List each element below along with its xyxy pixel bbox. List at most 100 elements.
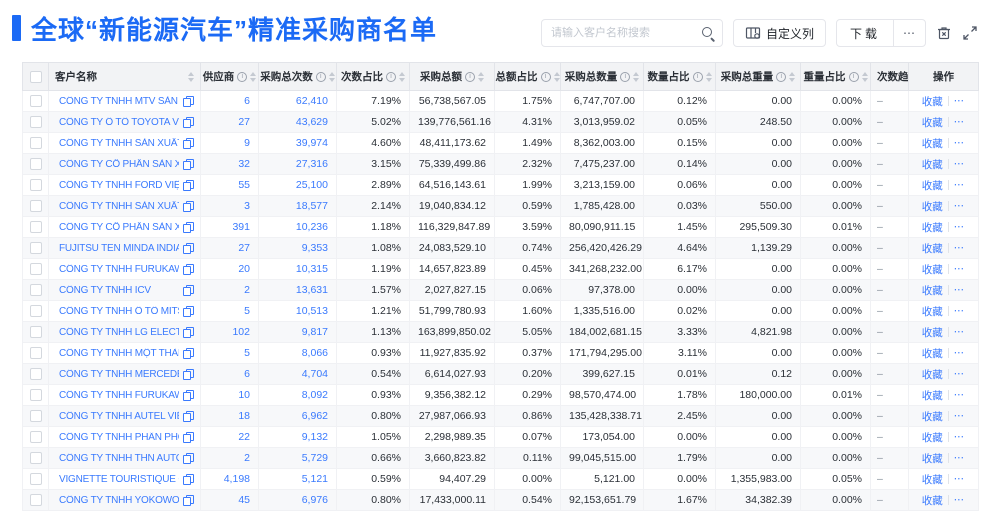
copy-icon[interactable]: [183, 389, 194, 401]
favorite-link[interactable]: 收藏: [921, 347, 943, 360]
info-icon[interactable]: [620, 71, 631, 82]
favorite-link[interactable]: 收藏: [921, 284, 943, 297]
row-more-link[interactable]: ⋯: [953, 473, 966, 485]
column-header-weight-pct[interactable]: 重量占比: [800, 62, 871, 91]
download-button[interactable]: 下载: [849, 26, 880, 41]
copy-icon[interactable]: [183, 179, 194, 191]
download-more-button[interactable]: ⋯: [903, 26, 916, 40]
customer-name-link[interactable]: CÔNG TY TNHH MTV SẢN XUẤ...: [59, 95, 179, 107]
row-more-link[interactable]: ⋯: [953, 263, 966, 275]
customer-name-link[interactable]: CÔNG TY TNHH MERCEDES-B...: [59, 368, 179, 380]
copy-icon[interactable]: [183, 200, 194, 212]
sort-carets-icon[interactable]: [861, 71, 868, 82]
row-more-link[interactable]: ⋯: [953, 221, 966, 233]
column-header-quantity-pct[interactable]: 数量占比: [643, 62, 716, 91]
copy-icon[interactable]: [183, 368, 194, 380]
expand-icon[interactable]: [962, 25, 978, 41]
info-icon[interactable]: [315, 71, 326, 82]
customer-name-link[interactable]: CÔNG TY TNHH YOKOWO VIỆT...: [59, 494, 179, 506]
customer-name-link[interactable]: CÔNG TY TNHH Ô TÔ MITSUBI...: [59, 305, 179, 317]
copy-icon[interactable]: [183, 263, 194, 275]
info-icon[interactable]: [776, 71, 787, 82]
sort-carets-icon[interactable]: [633, 71, 640, 82]
info-icon[interactable]: [540, 71, 551, 82]
copy-icon[interactable]: [183, 284, 194, 296]
row-checkbox[interactable]: [29, 452, 42, 465]
customer-name-link[interactable]: VIGNETTE TOURISTIQUE G UNI...: [59, 473, 179, 485]
favorite-link[interactable]: 收藏: [921, 137, 943, 150]
row-checkbox[interactable]: [29, 431, 42, 444]
customize-columns-button[interactable]: 自定义列: [732, 19, 826, 47]
favorite-link[interactable]: 收藏: [921, 200, 943, 213]
column-header-total-amount[interactable]: 采购总额: [409, 62, 495, 91]
row-checkbox[interactable]: [29, 473, 42, 486]
favorite-link[interactable]: 收藏: [921, 473, 943, 486]
row-checkbox[interactable]: [29, 347, 42, 360]
search-input[interactable]: [540, 19, 723, 47]
favorite-link[interactable]: 收藏: [921, 263, 943, 276]
row-checkbox[interactable]: [29, 284, 42, 297]
info-icon[interactable]: [692, 71, 703, 82]
customer-name-link[interactable]: CÔNG TY Ô TÔ TOYOTA VIỆT ...: [59, 116, 179, 128]
row-checkbox[interactable]: [29, 200, 42, 213]
info-icon[interactable]: [848, 71, 859, 82]
row-more-link[interactable]: ⋯: [953, 137, 966, 149]
favorite-link[interactable]: 收藏: [921, 410, 943, 423]
trash-icon[interactable]: [936, 25, 952, 41]
sort-carets-icon[interactable]: [553, 71, 560, 82]
copy-icon[interactable]: [183, 221, 194, 233]
row-more-link[interactable]: ⋯: [953, 200, 966, 212]
row-checkbox[interactable]: [29, 263, 42, 276]
row-checkbox[interactable]: [29, 137, 42, 150]
copy-icon[interactable]: [183, 347, 194, 359]
row-checkbox[interactable]: [29, 221, 42, 234]
customer-name-link[interactable]: CÔNG TY TNHH MỘT THÀNH V...: [59, 347, 179, 359]
favorite-link[interactable]: 收藏: [921, 431, 943, 444]
row-more-link[interactable]: ⋯: [953, 179, 966, 191]
favorite-link[interactable]: 收藏: [921, 95, 943, 108]
row-checkbox[interactable]: [29, 494, 42, 507]
sort-carets-icon[interactable]: [328, 71, 335, 82]
copy-icon[interactable]: [183, 137, 194, 149]
search-icon[interactable]: [701, 26, 715, 40]
row-more-link[interactable]: ⋯: [953, 494, 966, 506]
row-more-link[interactable]: ⋯: [953, 158, 966, 170]
customer-name-link[interactable]: CÔNG TY CỔ PHẦN SẢN XUẤT...: [59, 158, 179, 170]
favorite-link[interactable]: 收藏: [921, 305, 943, 318]
customer-name-link[interactable]: CÔNG TY TNHH THN AUTOPAR...: [59, 452, 179, 464]
customer-name-link[interactable]: CÔNG TY TNHH ICV: [59, 284, 151, 296]
copy-icon[interactable]: [183, 305, 194, 317]
sort-carets-icon[interactable]: [705, 71, 712, 82]
copy-icon[interactable]: [183, 410, 194, 422]
row-checkbox[interactable]: [29, 305, 42, 318]
row-more-link[interactable]: ⋯: [953, 95, 966, 107]
row-more-link[interactable]: ⋯: [953, 389, 966, 401]
sort-carets-icon[interactable]: [399, 71, 405, 82]
column-header-amount-pct[interactable]: 总额占比: [494, 62, 561, 91]
row-more-link[interactable]: ⋯: [953, 305, 966, 317]
copy-icon[interactable]: [183, 326, 194, 338]
row-more-link[interactable]: ⋯: [953, 284, 966, 296]
copy-icon[interactable]: [183, 431, 194, 443]
favorite-link[interactable]: 收藏: [921, 116, 943, 129]
copy-icon[interactable]: [183, 473, 194, 485]
copy-icon[interactable]: [183, 158, 194, 170]
customer-name-link[interactable]: CÔNG TY TNHH LG ELECTRON...: [59, 326, 179, 338]
customer-name-link[interactable]: CÔNG TY TNHH SẢN XUẤT VÀ ...: [59, 200, 179, 212]
row-more-link[interactable]: ⋯: [953, 410, 966, 422]
sort-carets-icon[interactable]: [789, 71, 796, 82]
favorite-link[interactable]: 收藏: [921, 221, 943, 234]
row-checkbox[interactable]: [29, 326, 42, 339]
column-header-customer-name[interactable]: 客户名称: [48, 62, 201, 91]
row-checkbox[interactable]: [29, 116, 42, 129]
favorite-link[interactable]: 收藏: [921, 494, 943, 507]
customer-name-link[interactable]: CÔNG TY TNHH FURUKAWA A...: [59, 389, 179, 401]
column-header-count-pct[interactable]: 次数占比: [336, 62, 410, 91]
customer-name-link[interactable]: CÔNG TY TNHH FORD VIỆT NAM: [59, 179, 179, 191]
favorite-link[interactable]: 收藏: [921, 389, 943, 402]
row-more-link[interactable]: ⋯: [953, 242, 966, 254]
info-icon[interactable]: [386, 71, 396, 82]
customer-name-link[interactable]: CÔNG TY TNHH AUTEL VIỆT N...: [59, 410, 179, 422]
customer-name-link[interactable]: FUJITSU TEN MINDA INDIA PVT...: [59, 242, 179, 254]
row-checkbox[interactable]: [29, 410, 42, 423]
